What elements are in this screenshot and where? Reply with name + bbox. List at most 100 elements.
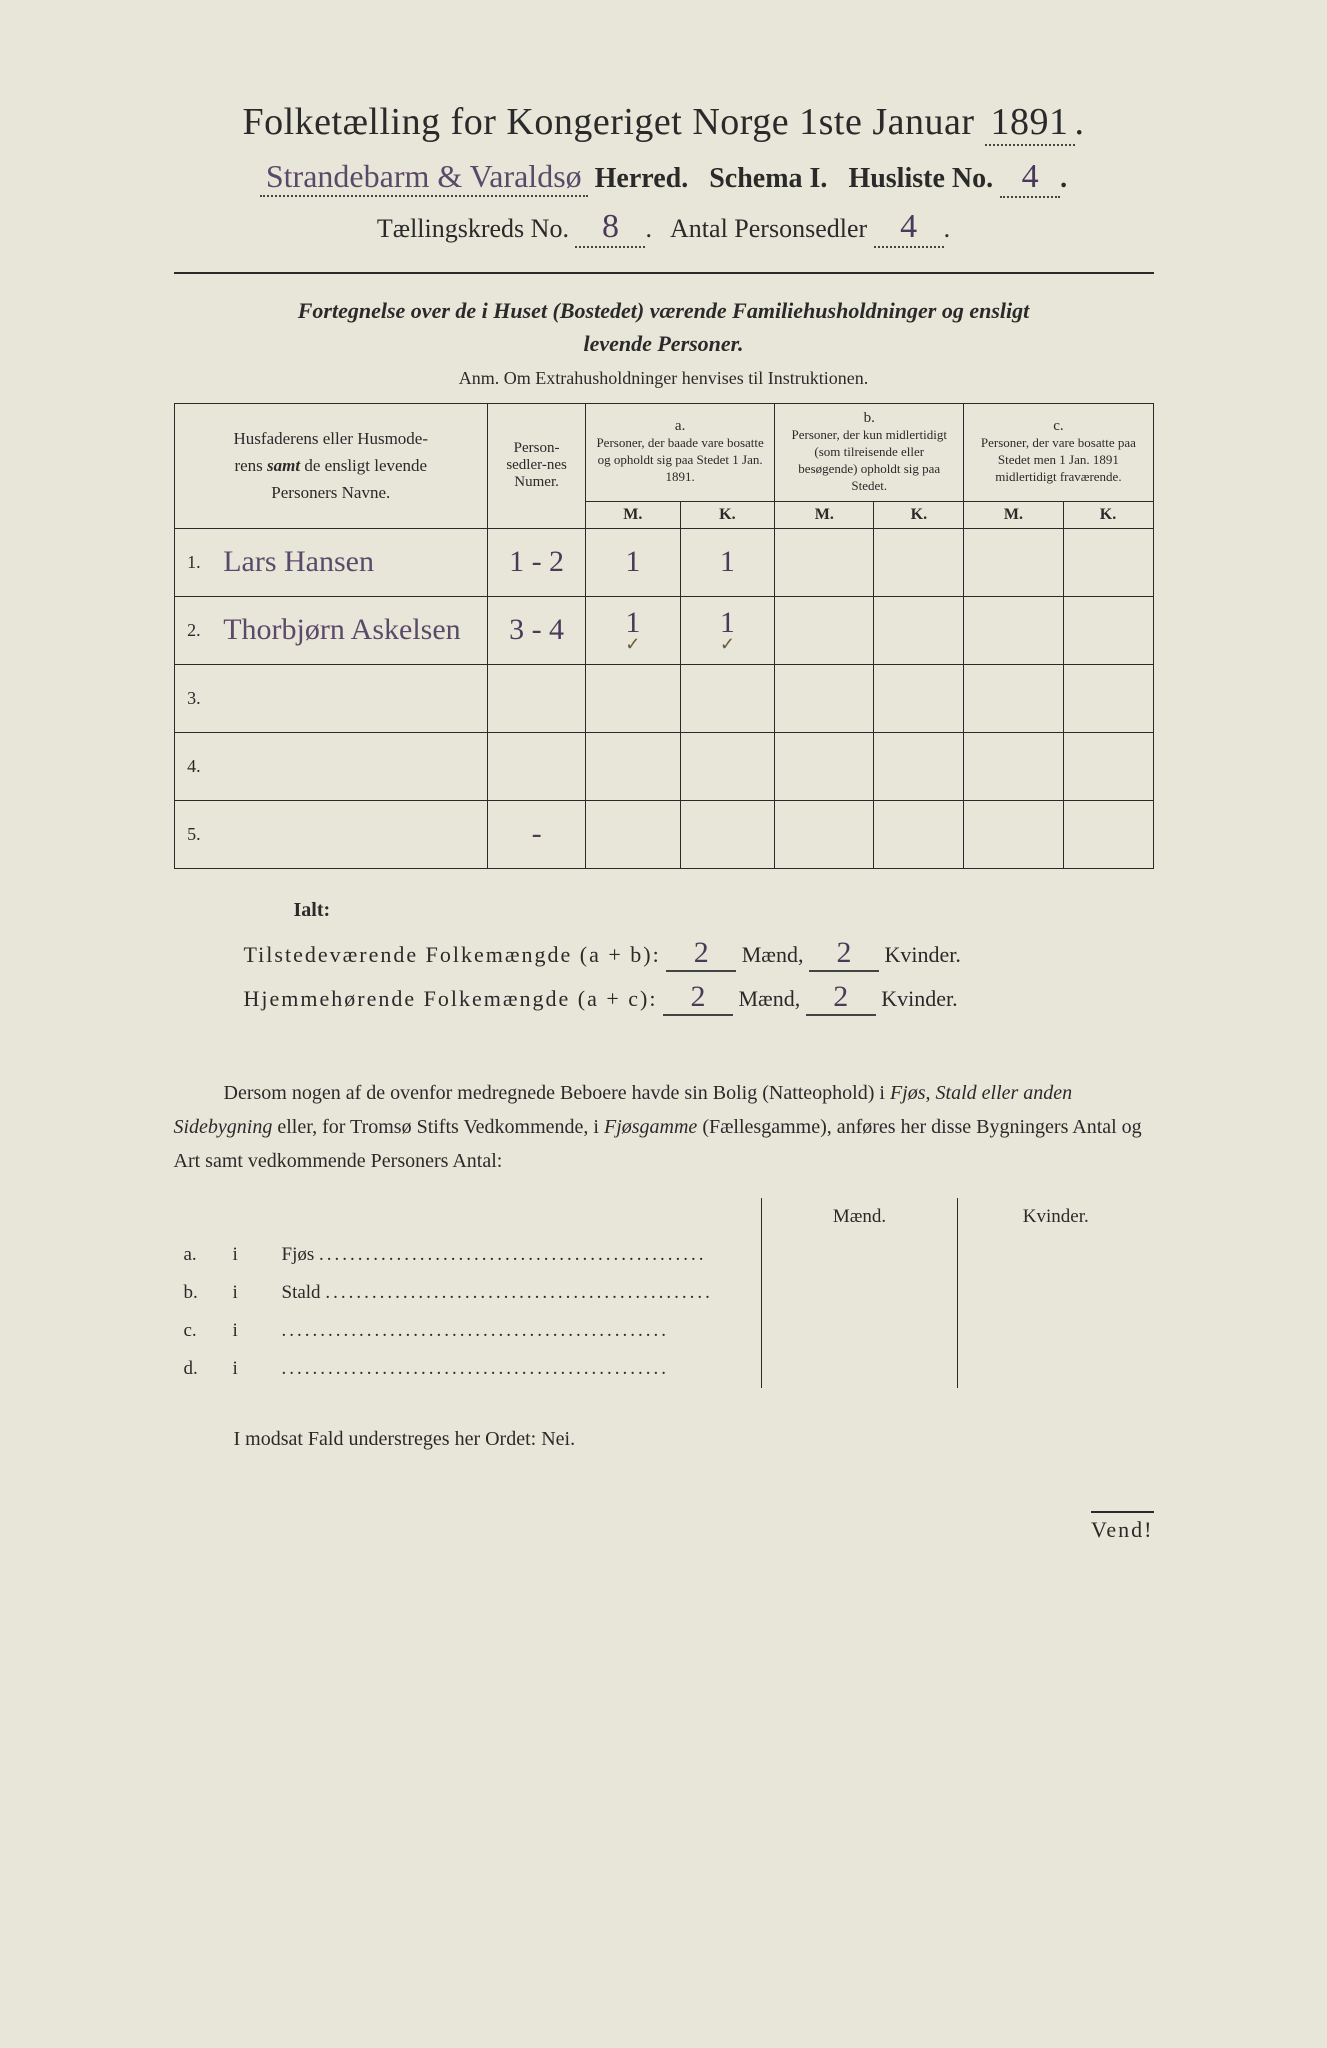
row-ck — [1063, 528, 1153, 596]
byg-i: i — [223, 1312, 272, 1350]
b-m: M. — [775, 501, 874, 528]
antal-label: Antal Personsedler — [670, 214, 867, 243]
byg-i: i — [223, 1350, 272, 1388]
row-num: 2. — [174, 596, 213, 664]
col-a-label: a. — [594, 418, 766, 435]
row-numer — [488, 732, 586, 800]
dersom-t1: Dersom nogen af de ovenfor medregnede Be… — [224, 1082, 890, 1104]
kreds-no: 8 — [575, 208, 645, 248]
row-am — [586, 664, 681, 732]
byg-letter: a. — [174, 1236, 223, 1274]
ialt-label: Ialt: — [294, 899, 1154, 922]
bygning-row: d.i ....................................… — [174, 1350, 1154, 1388]
hjemme-line: Hjemmehørende Folkemængde (a + c): 2 Mæn… — [244, 980, 1154, 1016]
byg-i: i — [223, 1236, 272, 1274]
row-ak — [680, 732, 775, 800]
row-num: 4. — [174, 732, 213, 800]
t-k: 2 — [809, 936, 879, 972]
year-value: 1891 — [985, 100, 1075, 146]
row-name — [213, 664, 487, 732]
fortegnelse-heading: Fortegnelse over de i Huset (Bostedet) v… — [174, 294, 1154, 360]
row-am — [586, 800, 681, 868]
row-num: 1. — [174, 528, 213, 596]
row-cm — [964, 800, 1063, 868]
maend-label: Mænd, — [742, 942, 804, 967]
dersom-paragraph: Dersom nogen af de ovenfor medregnede Be… — [174, 1076, 1154, 1178]
bygning-row: b.iStald ...............................… — [174, 1274, 1154, 1312]
dersom-t2: eller, for Tromsø Stifts Vedkommende, i — [272, 1116, 604, 1138]
byg-letter: c. — [174, 1312, 223, 1350]
table-body: 1.Lars Hansen1 - 2112.Thorbjørn Askelsen… — [174, 528, 1153, 868]
row-numer: 1 - 2 — [488, 528, 586, 596]
col-names: Husfaderens eller Husmode-rens samt de e… — [174, 404, 488, 529]
table-row: 1.Lars Hansen1 - 211 — [174, 528, 1153, 596]
row-num: 3. — [174, 664, 213, 732]
row-ck — [1063, 596, 1153, 664]
row-num: 5. — [174, 800, 213, 868]
main-title: Folketælling for Kongeriget Norge 1ste J… — [174, 100, 1154, 146]
byg-label: Fjøs ...................................… — [272, 1236, 762, 1274]
row-ak — [680, 664, 775, 732]
col-c-text: Personer, der vare bosatte paa Stedet me… — [972, 435, 1144, 486]
byg-k — [958, 1236, 1154, 1274]
byg-k — [958, 1350, 1154, 1388]
schema-label: Schema I. — [709, 163, 827, 194]
col-c-label: c. — [972, 418, 1144, 435]
tilstede-label: Tilstedeværende Folkemængde (a + b): — [244, 942, 661, 967]
dersom-i2: Fjøsgamme — [604, 1116, 697, 1138]
row-cm — [964, 664, 1063, 732]
table-row: 2.Thorbjørn Askelsen3 - 41✓1✓ — [174, 596, 1153, 664]
fortegnelse-line1a: Fortegnelse over de i Huset (Bostedet) v… — [298, 298, 1030, 323]
row-name: Thorbjørn Askelsen — [213, 596, 487, 664]
col-b-text: Personer, der kun midlertidigt (som tilr… — [783, 427, 955, 495]
row-ak: 1 — [680, 528, 775, 596]
bygning-row: c.i ....................................… — [174, 1312, 1154, 1350]
row-am: 1 — [586, 528, 681, 596]
row-numer: 3 - 4 — [488, 596, 586, 664]
row-bm — [775, 596, 874, 664]
b-k: K. — [874, 501, 964, 528]
household-table: Husfaderens eller Husmode-rens samt de e… — [174, 403, 1154, 869]
row-ak: 1✓ — [680, 596, 775, 664]
maend-label2: Mænd, — [738, 986, 800, 1011]
byg-k — [958, 1312, 1154, 1350]
byg-m — [762, 1350, 958, 1388]
row-bk — [874, 596, 964, 664]
row-numer — [488, 664, 586, 732]
row-am — [586, 732, 681, 800]
table-row: 3. — [174, 664, 1153, 732]
h-m: 2 — [663, 980, 733, 1016]
byg-i: i — [223, 1274, 272, 1312]
husliste-no: 4 — [1000, 158, 1060, 198]
vend-label: Vend! — [1091, 1511, 1154, 1543]
row-bk — [874, 528, 964, 596]
row-bm — [775, 664, 874, 732]
table-row: 4. — [174, 732, 1153, 800]
row-name — [213, 732, 487, 800]
row-ak — [680, 800, 775, 868]
byg-letter: b. — [174, 1274, 223, 1312]
byg-label: ........................................… — [272, 1312, 762, 1350]
c-m: M. — [964, 501, 1063, 528]
byg-kvinder: Kvinder. — [958, 1198, 1154, 1236]
row-ck — [1063, 732, 1153, 800]
a-m: M. — [586, 501, 681, 528]
byg-m — [762, 1274, 958, 1312]
col-b: b. Personer, der kun midlertidigt (som t… — [775, 404, 964, 502]
tilstede-line: Tilstedeværende Folkemængde (a + b): 2 M… — [244, 936, 1154, 972]
husliste-label: Husliste No. — [848, 163, 993, 194]
kreds-label: Tællingskreds No. — [377, 214, 569, 243]
byg-label: Stald ..................................… — [272, 1274, 762, 1312]
divider — [174, 272, 1154, 274]
col-c: c. Personer, der vare bosatte paa Stedet… — [964, 404, 1153, 502]
herred-label: Herred. — [595, 163, 689, 194]
kreds-line: Tællingskreds No. 8. Antal Personsedler … — [174, 208, 1154, 248]
row-am: 1✓ — [586, 596, 681, 664]
row-ck — [1063, 800, 1153, 868]
row-name: Lars Hansen — [213, 528, 487, 596]
bygning-row: a.iFjøs ................................… — [174, 1236, 1154, 1274]
col-a: a. Personer, der baade vare bosatte og o… — [586, 404, 775, 502]
table-row: 5.- — [174, 800, 1153, 868]
h-k: 2 — [806, 980, 876, 1016]
byg-m — [762, 1236, 958, 1274]
